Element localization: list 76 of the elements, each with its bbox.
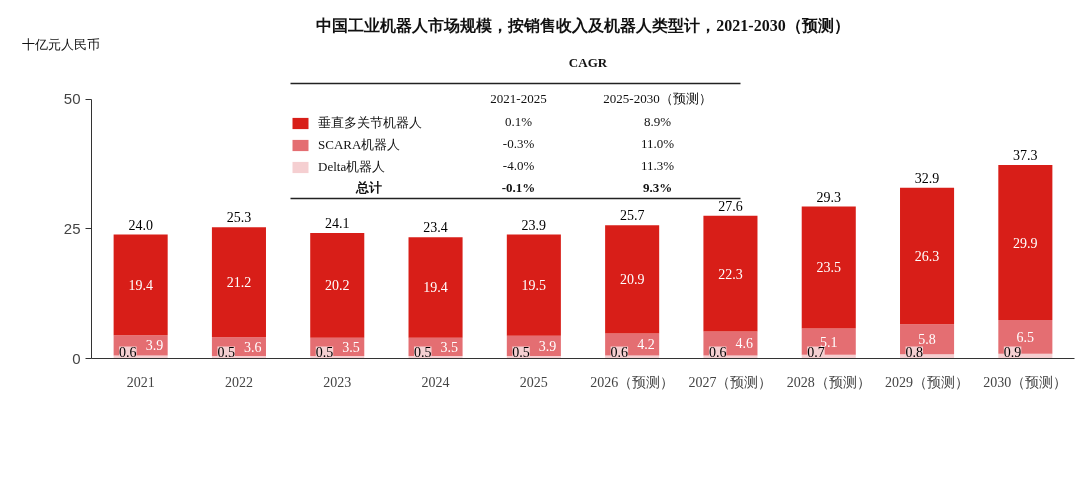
annotation: -0.1% bbox=[501, 180, 536, 195]
annotation: 11.3% bbox=[640, 158, 675, 173]
data-label: 3.9 bbox=[538, 338, 557, 354]
bar bbox=[998, 165, 1053, 321]
x-tick-label: 2026（预测） bbox=[590, 374, 675, 390]
bar bbox=[506, 234, 561, 336]
bar bbox=[408, 237, 463, 338]
total-label: 32.9 bbox=[914, 170, 940, 186]
data-label: 19.4 bbox=[128, 277, 153, 293]
bar bbox=[801, 206, 856, 329]
total-label: 23.4 bbox=[423, 220, 448, 236]
data-label: 0.6 bbox=[610, 344, 629, 360]
annotation: -0.3% bbox=[502, 136, 535, 151]
x-tick-label: 2025 bbox=[519, 374, 548, 390]
x-tick-label: 2029（预测） bbox=[885, 374, 970, 390]
annotation: 2025-2030（预测） bbox=[603, 91, 712, 106]
data-label: 22.3 bbox=[718, 266, 743, 282]
x-tick-label: 2021 bbox=[126, 374, 155, 390]
total-label: 29.3 bbox=[816, 189, 841, 205]
data-label: 3.5 bbox=[342, 339, 360, 355]
chart-title: 中国工业机器人市场规模，按销售收入及机器人类型计，2021-2030（预测） bbox=[316, 16, 850, 35]
data-label: 19.5 bbox=[521, 278, 547, 294]
y-tick-label: 0 bbox=[72, 349, 81, 367]
total-label: 24.0 bbox=[128, 217, 153, 233]
bar bbox=[113, 234, 168, 336]
data-label: 21.2 bbox=[226, 275, 252, 291]
annotation: 0.1% bbox=[504, 114, 533, 129]
data-label: 6.5 bbox=[1016, 329, 1035, 345]
data-label: 0.5 bbox=[512, 344, 530, 360]
bar bbox=[900, 187, 955, 325]
bar bbox=[310, 232, 365, 338]
x-tick-label: 2023 bbox=[323, 374, 352, 390]
y-tick-label: 25 bbox=[63, 219, 81, 237]
x-tick-label: 2030（预测） bbox=[983, 374, 1068, 390]
text: CAGR bbox=[568, 55, 608, 70]
total-label: 27.6 bbox=[718, 198, 743, 214]
data-label: 20.2 bbox=[325, 278, 350, 294]
data-label: 3.9 bbox=[145, 338, 164, 354]
data-label: 0.9 bbox=[1003, 344, 1022, 360]
x-tick-label: 2022 bbox=[224, 374, 253, 390]
data-label: 19.4 bbox=[423, 280, 448, 296]
total-label: 24.1 bbox=[325, 215, 350, 231]
annotation: 11.0% bbox=[640, 136, 675, 151]
legend-label: SCARA机器人 bbox=[318, 136, 401, 154]
data-label: 29.9 bbox=[1013, 235, 1038, 251]
y-tick-label: 50 bbox=[63, 90, 81, 108]
data-label: 0.5 bbox=[217, 344, 235, 360]
data-label: 26.3 bbox=[914, 249, 940, 265]
legend-label: 垂直多关节机器人 bbox=[318, 114, 422, 132]
data-label: 20.9 bbox=[619, 272, 645, 288]
total-label: 37.3 bbox=[1013, 148, 1038, 164]
annotation: -4.0% bbox=[502, 158, 535, 173]
annotation: 总计 bbox=[354, 180, 382, 195]
data-label: 0.6 bbox=[708, 344, 727, 360]
data-label: 0.5 bbox=[414, 344, 432, 360]
data-label: 3.5 bbox=[440, 339, 459, 355]
total-label: 25.7 bbox=[619, 208, 645, 224]
total-label: 25.3 bbox=[226, 210, 252, 226]
x-tick-label: 2027（预测） bbox=[688, 374, 773, 390]
data-label: 0.6 bbox=[119, 344, 137, 360]
data-label: 3.6 bbox=[243, 339, 262, 355]
data-label: 4.6 bbox=[735, 336, 753, 352]
y-axis-title: 十亿元人民币 bbox=[21, 36, 100, 52]
annotation: 8.9% bbox=[643, 114, 672, 129]
data-label: 23.5 bbox=[816, 260, 841, 276]
data-label: 4.2 bbox=[637, 337, 655, 353]
total-label: 23.9 bbox=[521, 217, 547, 233]
x-tick-label: 2028（预测） bbox=[786, 374, 871, 390]
annotation: 9.3% bbox=[642, 180, 673, 195]
data-label: 0.5 bbox=[315, 344, 334, 360]
legend-label: Delta机器人 bbox=[318, 158, 386, 176]
x-tick-label: 2024 bbox=[421, 374, 450, 390]
bar bbox=[211, 227, 266, 338]
bar bbox=[703, 215, 758, 332]
annotation: 2021-2025 bbox=[490, 90, 547, 106]
bar bbox=[605, 225, 660, 334]
